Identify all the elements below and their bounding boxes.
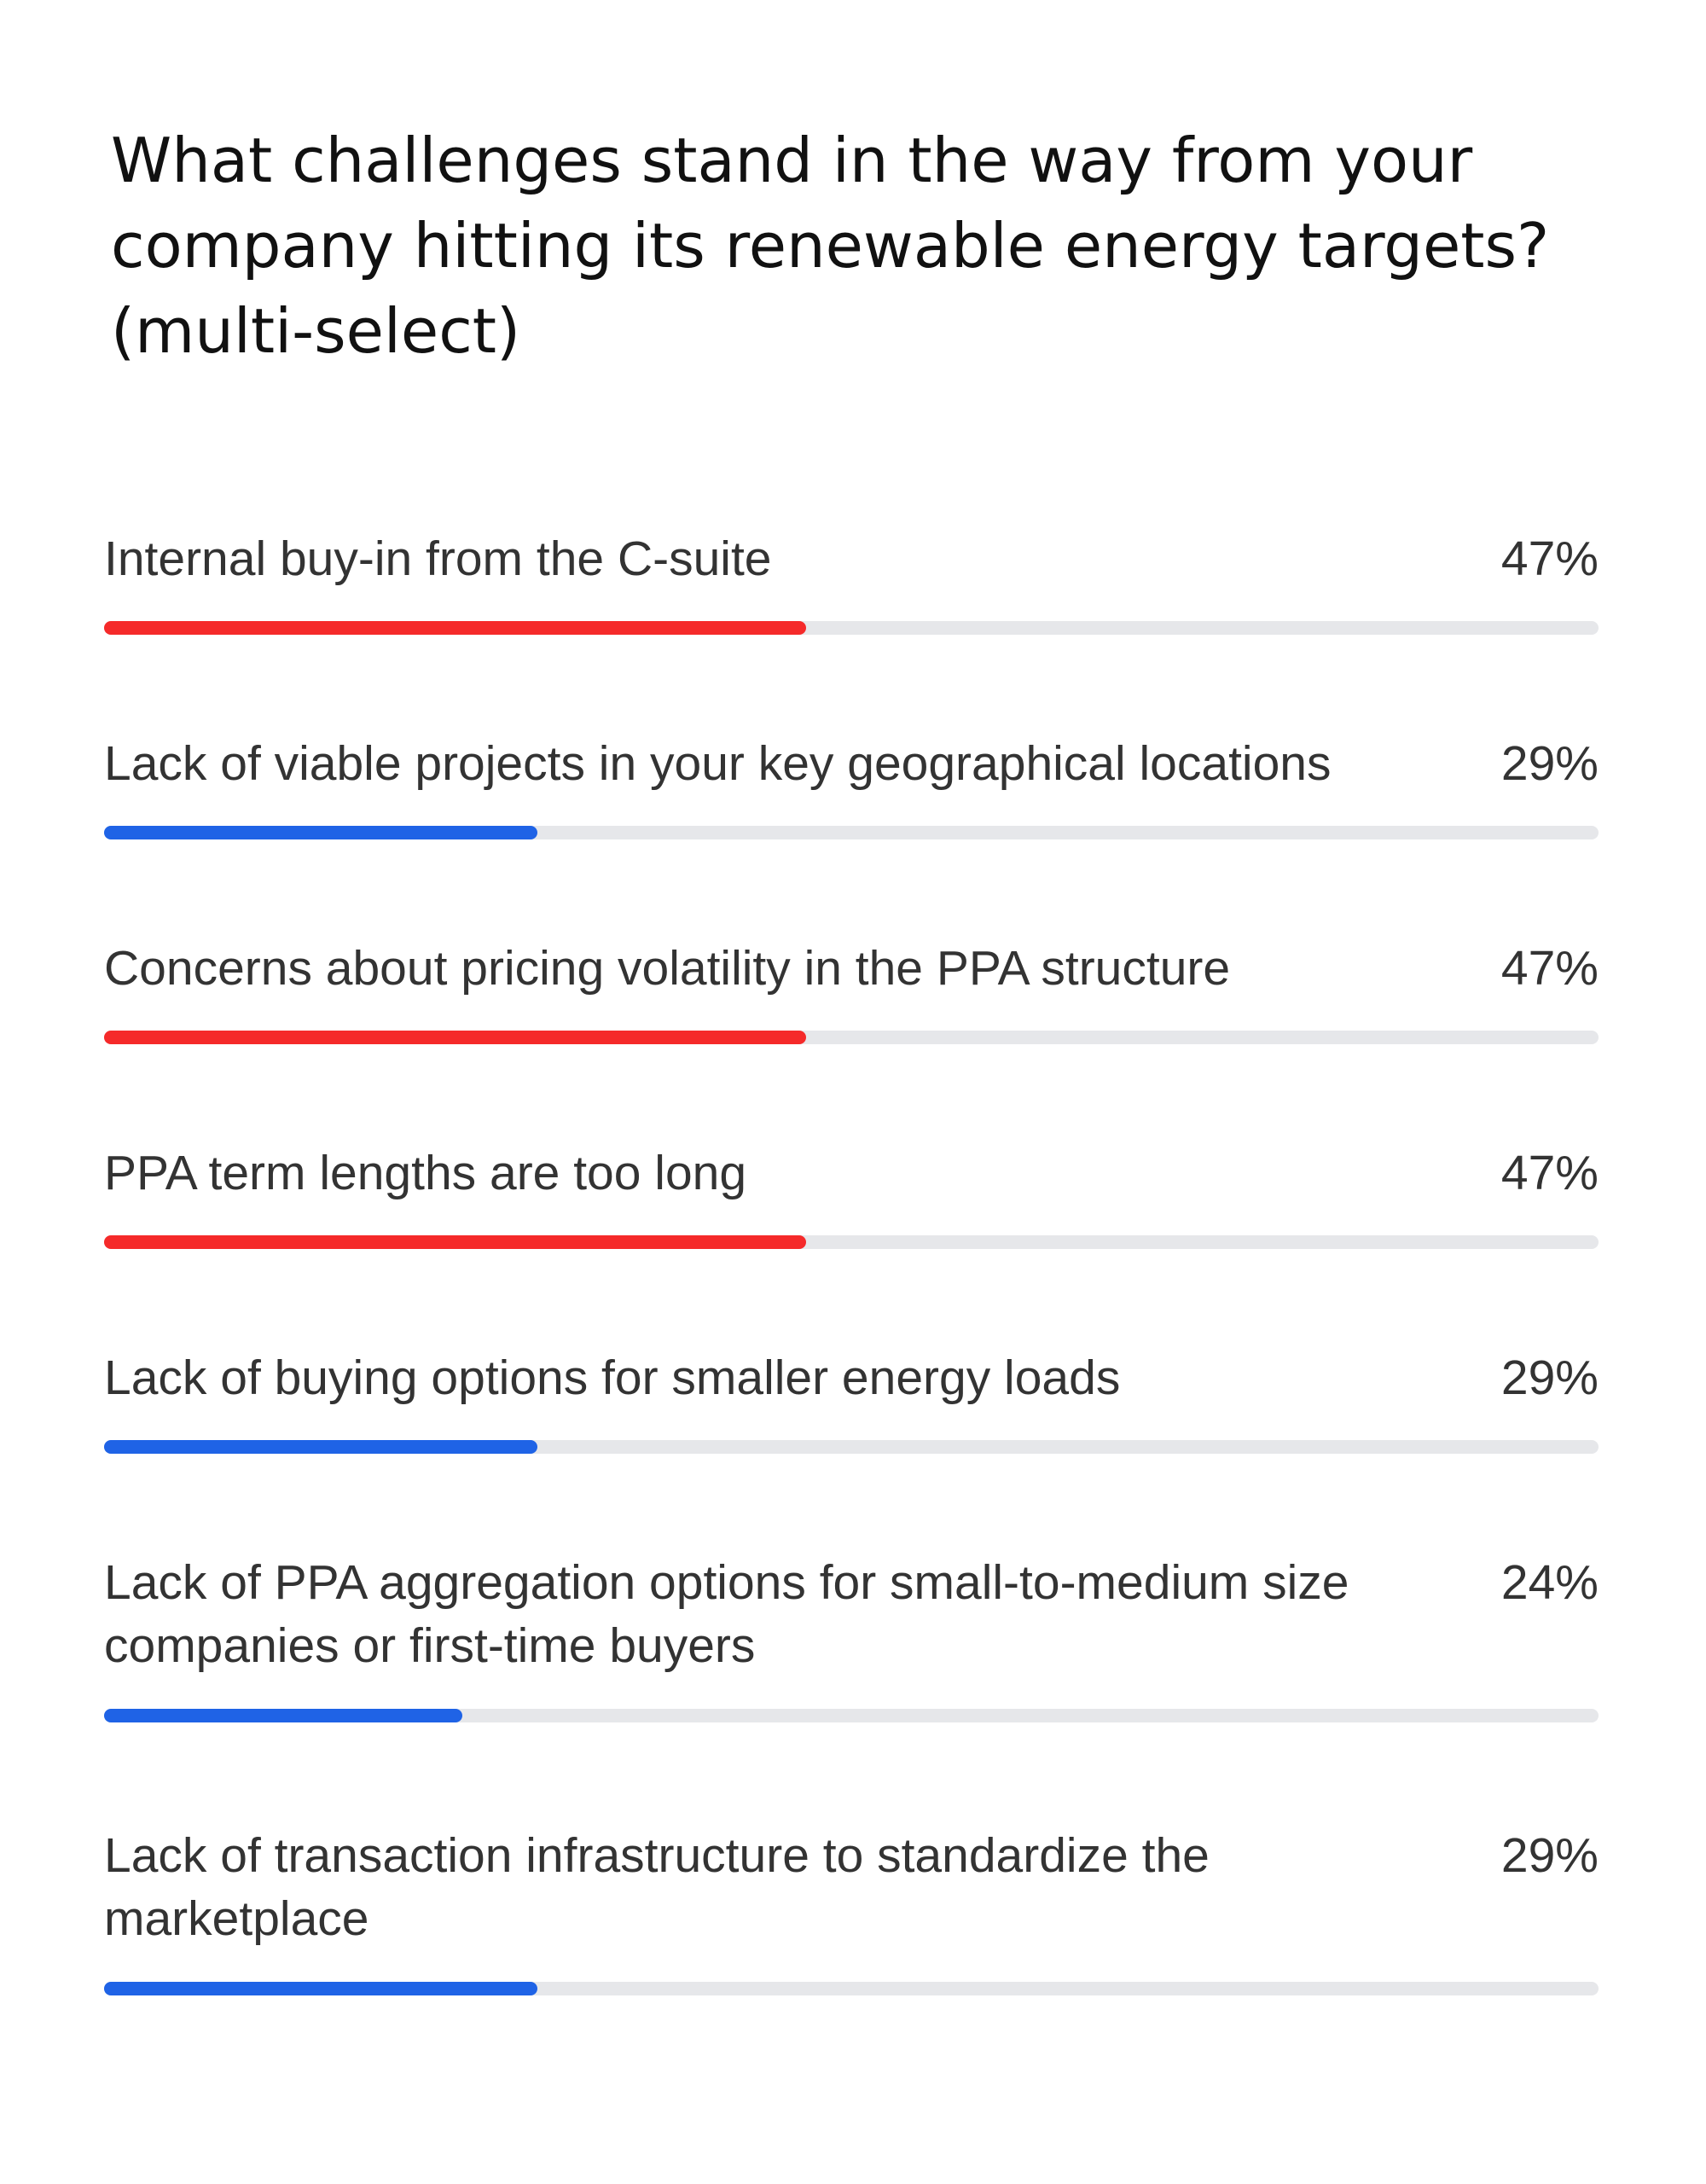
bar-track <box>104 1031 1599 1044</box>
category-label: Concerns about pricing volatility in the… <box>104 941 1231 996</box>
bar-row: Lack of PPA aggregation options for smal… <box>104 1551 1599 1726</box>
bar <box>104 1235 806 1249</box>
category-label: PPA term lengths are too long <box>104 1146 747 1200</box>
bar-row: Lack of buying options for smaller energ… <box>104 1346 1599 1457</box>
bar-track <box>104 621 1599 635</box>
category-label: Lack of transaction infrastructure to st… <box>104 1828 1210 1946</box>
bar-row: Lack of transaction infrastructure to st… <box>104 1824 1599 1999</box>
bar-track <box>104 1440 1599 1454</box>
category-label: Lack of buying options for smaller energ… <box>104 1350 1121 1405</box>
value-label: 24% <box>1500 1555 1599 1610</box>
bar <box>104 1031 806 1044</box>
value-label: 29% <box>1500 736 1599 791</box>
value-label: 47% <box>1500 941 1599 996</box>
bar-row: Internal buy-in from the C-suite 47% <box>104 527 1599 638</box>
bar-track <box>104 1982 1599 1995</box>
value-label: 29% <box>1500 1828 1599 1883</box>
bar <box>104 1982 537 1995</box>
bar-track <box>104 826 1599 839</box>
bar-row: Concerns about pricing volatility in the… <box>104 937 1599 1048</box>
bar-track <box>104 1235 1599 1249</box>
value-label: 47% <box>1500 1146 1599 1200</box>
chart-title: What challenges stand in the way from yo… <box>111 125 1550 367</box>
category-label: Lack of viable projects in your key geog… <box>104 736 1332 791</box>
bar-row: Lack of viable projects in your key geog… <box>104 732 1599 843</box>
category-label: Internal buy-in from the C-suite <box>104 531 772 586</box>
bar <box>104 621 806 635</box>
bar <box>104 1440 537 1454</box>
bar-track <box>104 1709 1599 1722</box>
bar <box>104 1709 462 1722</box>
value-label: 29% <box>1500 1350 1599 1405</box>
bar-row: PPA term lengths are too long 47% <box>104 1141 1599 1252</box>
value-label: 47% <box>1500 531 1599 586</box>
bar <box>104 826 537 839</box>
category-label: Lack of PPA aggregation options for smal… <box>104 1555 1349 1673</box>
